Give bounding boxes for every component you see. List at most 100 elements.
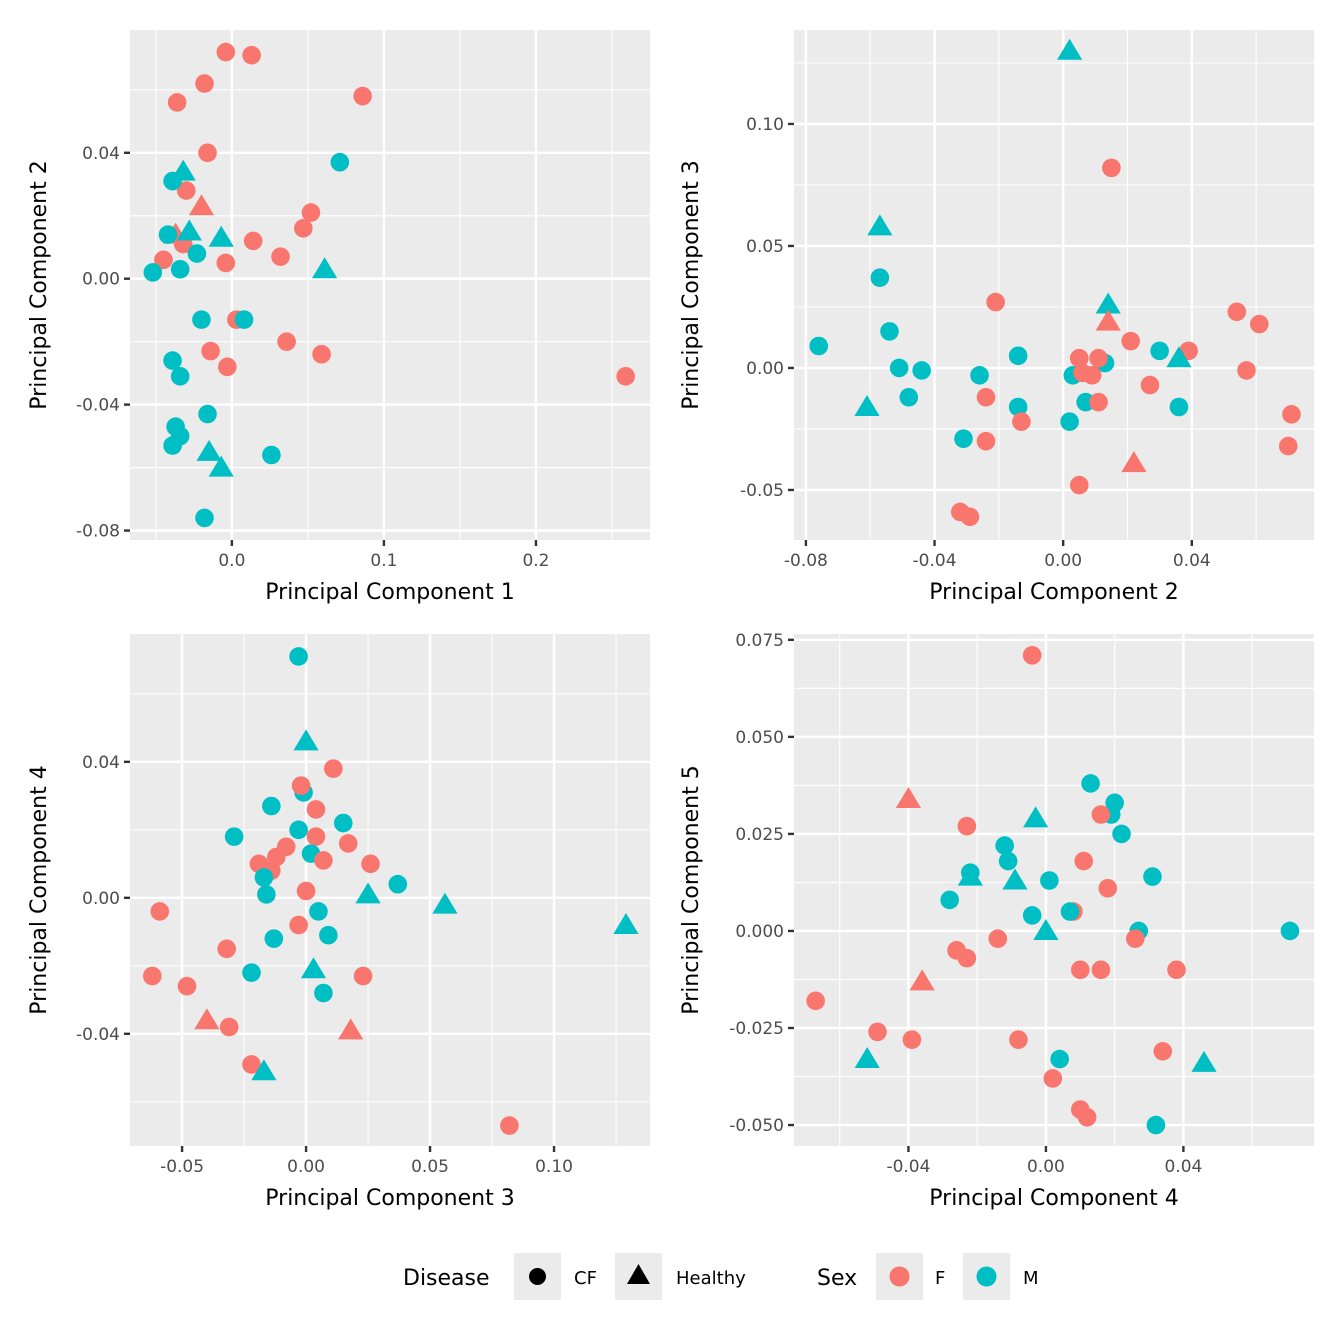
data-point-f-cf [1227, 302, 1247, 322]
data-point-f-cf [1089, 392, 1108, 412]
data-point-f-cf [1237, 361, 1256, 380]
x-axis-title: Principal Component 1 [265, 580, 514, 605]
data-point-f-cf [306, 827, 326, 846]
data-point-f-cf [216, 253, 236, 273]
x-tick-label: -0.04 [886, 1157, 930, 1177]
y-axis-title: Principal Component 5 [679, 765, 704, 1014]
data-point-m-cf [333, 813, 353, 833]
legend-label-cf: CF [574, 1268, 597, 1289]
legend-key-healthy-triangle-icon [627, 1264, 650, 1284]
data-point-f-cf [301, 203, 321, 222]
data-point-f-cf [1022, 646, 1042, 665]
data-point-m-cf [257, 885, 276, 904]
data-point-m-cf [809, 336, 829, 356]
x-axis-title: Principal Component 3 [265, 1186, 514, 1211]
y-tick-label: -0.04 [76, 1025, 120, 1045]
data-point-m-cf [889, 358, 909, 378]
data-point-f-cf [1089, 348, 1108, 368]
data-point-f-cf [1043, 1069, 1063, 1088]
y-tick-label: 0.000 [735, 922, 784, 942]
data-point-f-cf [177, 976, 197, 996]
y-tick-label: 0.00 [746, 359, 784, 379]
data-point-m-healthy [196, 439, 222, 461]
data-point-m-cf [330, 152, 350, 172]
data-point-f-cf [960, 507, 980, 527]
data-point-m-cf [954, 429, 973, 449]
data-point-f-cf [201, 341, 220, 361]
data-point-m-healthy [1033, 918, 1059, 940]
data-point-f-cf [353, 966, 373, 986]
data-point-m-cf [940, 890, 959, 910]
plot-panel-background [130, 634, 650, 1146]
data-point-f-healthy [1095, 309, 1121, 331]
data-point-m-healthy [432, 892, 458, 914]
data-point-f-cf [1102, 158, 1121, 178]
data-point-m-healthy [312, 257, 338, 279]
data-point-f-cf [219, 1017, 239, 1037]
data-point-m-healthy [957, 864, 983, 886]
points-layer [143, 647, 639, 1135]
plot-panel-background [794, 634, 1314, 1146]
data-point-m-cf [187, 244, 207, 263]
panel-pc4-vs-pc5: -0.04 0.00 0.04 0.075 0.050 0.025 0.000 -0.025 -… [679, 631, 1314, 1211]
data-point-f-cf [289, 915, 308, 935]
data-point-m-healthy [1056, 38, 1083, 60]
data-point-m-cf [158, 225, 178, 244]
data-point-f-healthy [188, 194, 215, 216]
data-point-m-healthy [854, 395, 880, 417]
data-point-f-cf [143, 966, 162, 986]
data-point-f-cf [1069, 348, 1089, 368]
data-point-m-cf [1060, 412, 1079, 431]
data-point-m-cf [1040, 871, 1059, 890]
data-point-m-healthy [1002, 868, 1028, 890]
data-point-m-cf [262, 796, 281, 816]
panel-pc2-vs-pc3: -0.08 -0.04 0.00 0.04 0.10 0.05 0.00 -0.05 Princ… [679, 30, 1314, 605]
data-point-m-healthy [300, 957, 327, 979]
data-point-f-cf [1278, 436, 1298, 456]
legend: Disease CF Healthy Sex F M [403, 1253, 1039, 1300]
data-point-m-cf [254, 868, 274, 887]
data-point-m-healthy [613, 913, 639, 935]
data-point-f-cf [988, 929, 1008, 949]
points-layer [143, 42, 635, 528]
data-point-m-cf [1050, 1049, 1069, 1069]
y-tick-label: -0.04 [76, 396, 120, 416]
data-point-f-cf [198, 143, 217, 163]
data-point-f-cf [957, 816, 977, 836]
data-point-f-cf [167, 93, 187, 112]
x-tick-label: 0.04 [1173, 551, 1211, 571]
y-tick-label: 0.05 [746, 237, 784, 257]
data-point-f-cf [1121, 331, 1140, 351]
data-point-f-cf [312, 344, 331, 364]
x-tick-label: 0.10 [535, 1157, 573, 1177]
data-point-f-cf [324, 759, 343, 778]
data-point-f-healthy [909, 969, 935, 991]
data-point-f-cf [195, 74, 214, 93]
x-axis-title: Principal Component 4 [929, 1186, 1178, 1211]
data-point-f-cf [1250, 314, 1269, 334]
data-point-f-cf [1069, 475, 1089, 495]
data-point-f-cf [1167, 960, 1186, 980]
legend-key-m-circle-icon [976, 1266, 997, 1287]
data-point-m-healthy [176, 219, 202, 241]
data-point-f-cf [976, 387, 996, 407]
data-point-m-cf [163, 436, 182, 455]
data-point-m-cf [912, 361, 931, 380]
data-point-m-cf [1008, 397, 1028, 417]
data-point-m-cf [289, 820, 308, 840]
y-tick-label: -0.08 [76, 522, 120, 542]
data-point-f-cf [902, 1030, 922, 1049]
data-point-f-cf [306, 800, 326, 819]
data-point-f-cf [1098, 878, 1118, 898]
data-point-f-healthy [1121, 451, 1147, 473]
data-point-m-cf [995, 836, 1014, 855]
data-point-m-cf [1076, 392, 1095, 412]
data-point-m-cf [899, 387, 919, 407]
data-point-f-cf [291, 776, 311, 795]
y-axis-title: Principal Component 3 [679, 160, 704, 409]
x-tick-label: -0.05 [160, 1157, 204, 1177]
data-point-f-cf [294, 219, 313, 238]
data-point-f-cf [154, 250, 173, 270]
legend-key-cf-circle-icon [529, 1268, 546, 1285]
data-point-f-cf [868, 1022, 887, 1042]
